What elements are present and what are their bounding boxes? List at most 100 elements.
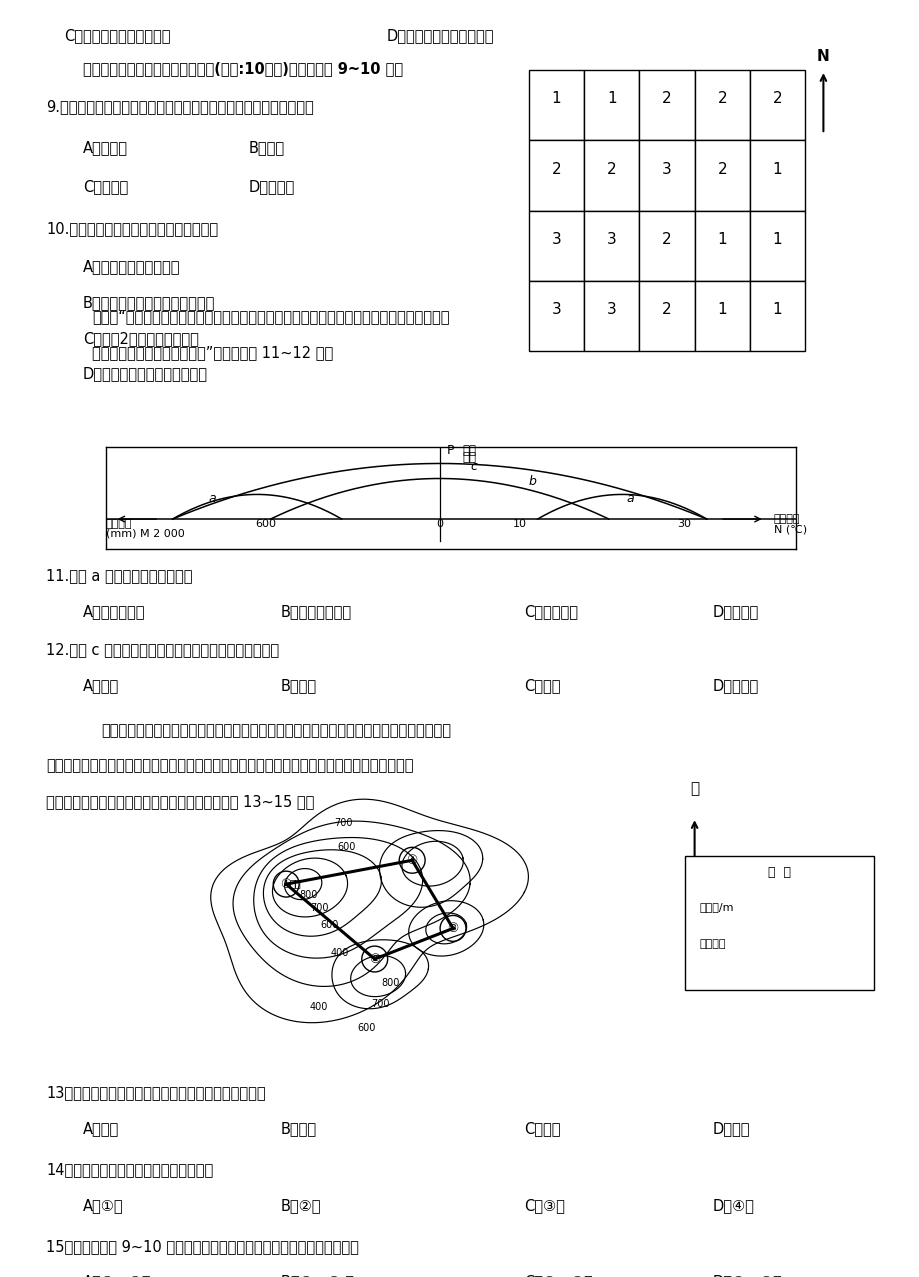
Text: B．交通: B．交通 [280, 678, 316, 693]
Text: A．春末: A．春末 [83, 1121, 119, 1137]
Text: 3: 3 [551, 303, 561, 317]
Text: A．商业区可能位于东南: A．商业区可能位于东南 [83, 259, 180, 275]
Bar [694, 281, 749, 351]
Text: a: a [208, 492, 216, 504]
Text: b: b [528, 475, 536, 488]
Text: B．商品谷物农业: B．商品谷物农业 [280, 604, 351, 619]
Bar [584, 281, 639, 351]
Text: 分布: 分布 [461, 444, 475, 457]
Text: 600: 600 [320, 921, 338, 931]
Text: 1: 1 [607, 92, 616, 106]
Text: 冬半年林木向阳面受昼夜温差剑变使树干内外温度不同，收缩不同，导致树皮破裂的现象，: 冬半年林木向阳面受昼夜温差剑变使树干内外温度不同，收缩不同，导致树皮破裂的现象， [101, 723, 450, 738]
Bar [749, 281, 804, 351]
Text: 10.下列关于该区域城市规划判断合理的是: 10.下列关于该区域城市规划判断合理的是 [46, 221, 218, 236]
Text: 700: 700 [310, 903, 328, 913]
Text: 800: 800 [381, 978, 400, 988]
Text: 我国东北林区某区域等高线地形图（下图），完成 13~15 题。: 我国东北林区某区域等高线地形图（下图），完成 13~15 题。 [46, 794, 314, 810]
Text: A．政策: A．政策 [83, 678, 119, 693]
Text: D．该区域西南部有大型汽车站: D．该区域西南部有大型汽车站 [83, 366, 208, 382]
Text: A．东北风: A．东北风 [83, 140, 128, 156]
Text: ③: ③ [447, 922, 459, 935]
Text: D．西北风: D．西北风 [248, 179, 294, 194]
Text: 1: 1 [772, 162, 781, 176]
Text: D．劳动力: D．劳动力 [712, 678, 758, 693]
Text: 12.图中 c 农业地域类型分布范围广，其影响因素主要是: 12.图中 c 农业地域类型分布范围广，其影响因素主要是 [46, 642, 278, 658]
Bar [749, 140, 804, 211]
Bar [584, 140, 639, 211]
Text: P: P [446, 444, 453, 457]
Text: 400: 400 [330, 948, 348, 958]
Text: 2: 2 [551, 162, 561, 176]
Text: 1: 1 [717, 303, 726, 317]
Text: B．②处: B．②处 [280, 1198, 321, 1213]
Text: 3: 3 [551, 232, 561, 246]
Text: 0: 0 [436, 520, 443, 530]
Text: c: c [471, 461, 477, 474]
Text: 600: 600 [255, 520, 277, 530]
Text: N: N [816, 49, 829, 64]
Bar [694, 70, 749, 140]
Text: 2: 2 [717, 162, 726, 176]
Text: A．①—②段: A．①—②段 [83, 1274, 151, 1277]
Text: 称为冻裂。尽管冻裂不会造成植物死亡，但能降低木材质量，并可能成为病虫害入侵的途径。读: 称为冻裂。尽管冻裂不会造成植物死亡，但能降低木材质量，并可能成为病虫害入侵的途径… [46, 759, 413, 774]
Text: B．②—③ 段: B．②—③ 段 [280, 1274, 353, 1277]
Text: 800: 800 [300, 890, 318, 900]
Bar [584, 211, 639, 281]
Text: 10: 10 [512, 520, 527, 530]
Text: 年降水量: 年降水量 [106, 518, 132, 529]
Text: C．③处: C．③处 [524, 1198, 564, 1213]
Text: C．市场: C．市场 [524, 678, 561, 693]
FancyBboxPatch shape [685, 856, 873, 990]
Text: 1: 1 [551, 92, 561, 106]
Text: B．有交通干线从东南向西北延伸: B．有交通干线从东南向西北延伸 [83, 295, 215, 310]
Text: 下图为“商品谷物农业、水稺种植业、乳畜业的空间分布范围（曲线与横坐标围成的区域）与: 下图为“商品谷物农业、水稺种植业、乳畜业的空间分布范围（曲线与横坐标围成的区域）… [92, 309, 449, 324]
Text: D．华北地区出现风沙天气: D．华北地区出现风沙天气 [386, 28, 494, 43]
Text: 700: 700 [334, 819, 352, 829]
Text: A．水稺种植业: A．水稺种植业 [83, 604, 145, 619]
Text: 15．某晴天上午 9~10 点绕山巡查树木冻裂情况，光照最充足的一段路是: 15．某晴天上午 9~10 点绕山巡查树木冻裂情况，光照最充足的一段路是 [46, 1239, 358, 1254]
Text: A．①处: A．①处 [83, 1198, 123, 1213]
Text: N (℃): N (℃) [773, 525, 806, 535]
Text: 9.如果该区地价最低的区域为工业区，且布局合理，则该地可能盛行: 9.如果该区地价最低的区域为工业区，且布局合理，则该地可能盛行 [46, 100, 313, 115]
Bar [749, 211, 804, 281]
Bar [694, 211, 749, 281]
Text: 3: 3 [607, 232, 616, 246]
Text: 400: 400 [310, 1002, 328, 1013]
Text: 『原创』右图为某城市局部地价图(单位:10万元)，据图完成 9~10 题。: 『原创』右图为某城市局部地价图(单位:10万元)，据图完成 9~10 题。 [83, 61, 403, 77]
Bar [694, 140, 749, 211]
Bar [584, 70, 639, 140]
Bar [528, 70, 584, 140]
Text: 3: 3 [607, 303, 616, 317]
Text: 空间: 空间 [461, 451, 475, 465]
Text: 2: 2 [772, 92, 781, 106]
Text: a: a [626, 492, 633, 504]
Text: C．西南地区出现冻雨天气: C．西南地区出现冻雨天气 [64, 28, 171, 43]
Bar [528, 281, 584, 351]
Text: 年均温度: 年均温度 [773, 515, 800, 524]
Text: (mm) M 2 000: (mm) M 2 000 [106, 529, 185, 539]
Text: 1: 1 [772, 232, 781, 246]
Text: B．盛夏: B．盛夏 [280, 1121, 316, 1137]
Text: D．④处: D．④处 [712, 1198, 754, 1213]
Bar [639, 140, 694, 211]
Text: 1: 1 [772, 303, 781, 317]
Text: 2: 2 [662, 303, 671, 317]
Text: 巡查线路: 巡查线路 [698, 939, 725, 949]
Text: B．东风: B．东风 [248, 140, 284, 156]
Text: C．初秋: C．初秋 [524, 1121, 561, 1137]
Text: ②: ② [369, 953, 380, 965]
Text: 30: 30 [676, 520, 691, 530]
Text: C．数具2区域可能为住宅区: C．数具2区域可能为住宅区 [83, 331, 199, 346]
Text: 1: 1 [717, 232, 726, 246]
Text: 山顶: 山顶 [289, 877, 301, 888]
Text: ④: ④ [406, 854, 417, 867]
Text: 2: 2 [607, 162, 616, 176]
Text: 热量、水分条件的关系示意图”，读图完成 11~12 题。: 热量、水分条件的关系示意图”，读图完成 11~12 题。 [92, 345, 333, 360]
Text: D．④—①段: D．④—①段 [712, 1274, 782, 1277]
Text: 图  例: 图 例 [767, 866, 790, 879]
Bar [528, 140, 584, 211]
Text: 700: 700 [371, 999, 390, 1009]
Text: C．混合农业: C．混合农业 [524, 604, 578, 619]
Text: 北: 北 [689, 782, 698, 797]
Text: 等高线/m: 等高线/m [698, 902, 733, 912]
